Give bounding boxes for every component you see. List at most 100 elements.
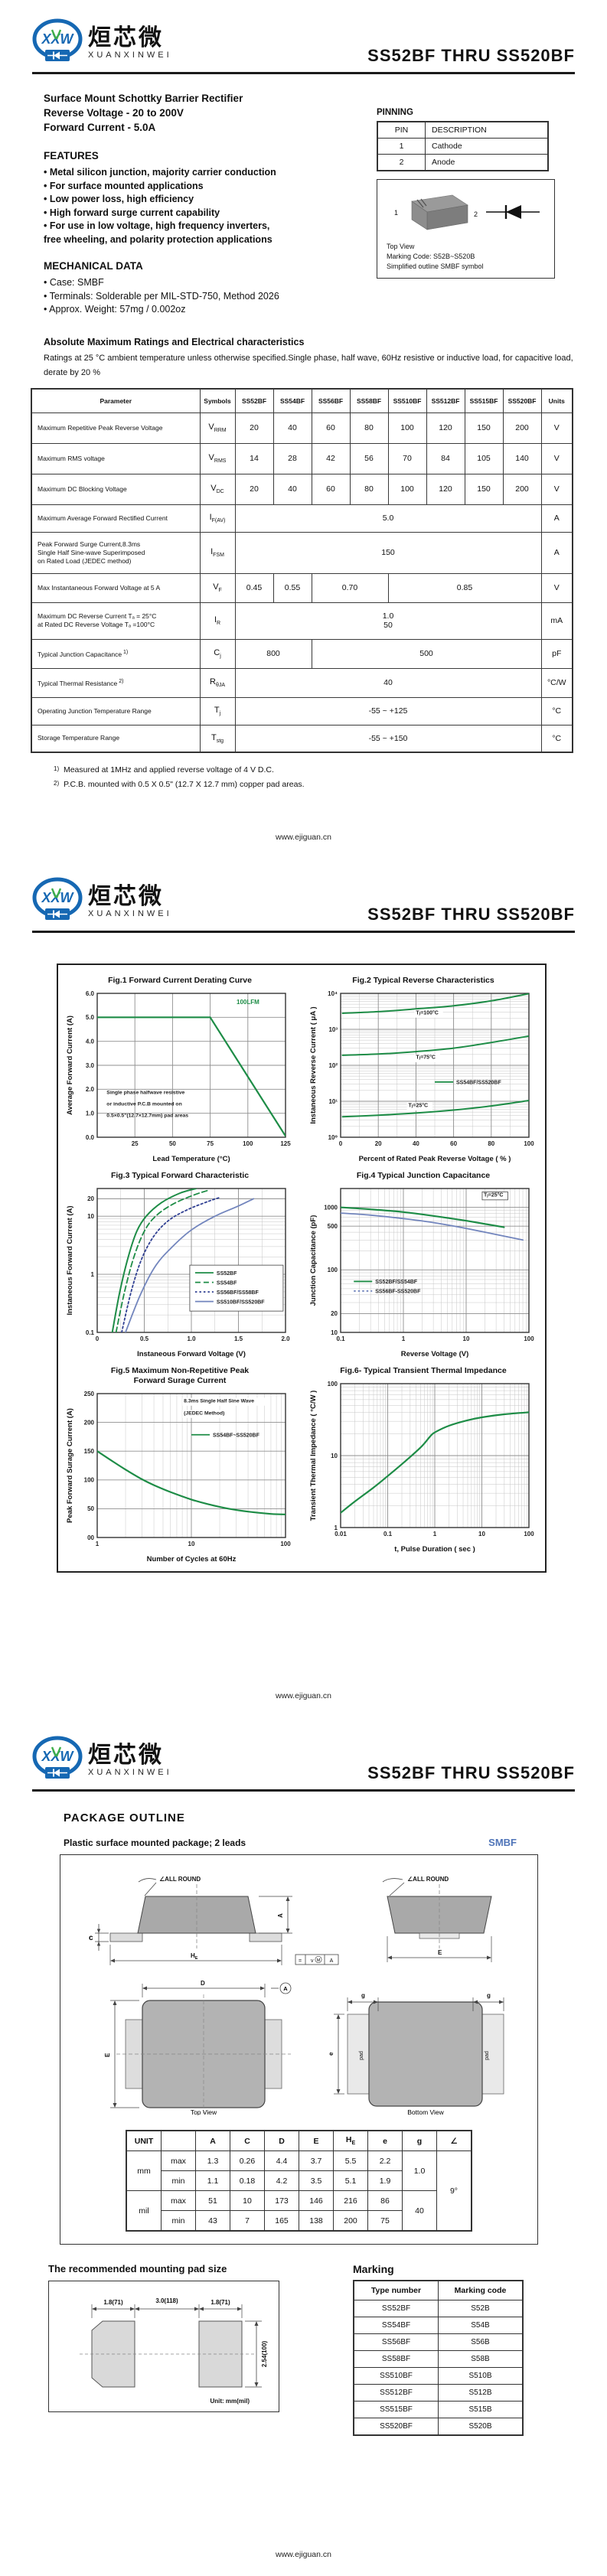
- svg-text:SS56BF/SS58BF: SS56BF/SS58BF: [217, 1290, 259, 1296]
- value-cell: 70: [387, 442, 427, 474]
- marking-row: SS58BF S58B: [353, 2350, 524, 2368]
- svg-text:100: 100: [328, 1267, 338, 1273]
- footer-website: www.ejiguan.cn: [276, 2550, 331, 2559]
- type-number-cell: SS520BF: [353, 2418, 439, 2436]
- dim-col-header: e: [367, 2130, 403, 2151]
- svg-text:80: 80: [488, 1140, 494, 1147]
- parameter-cell: Peak Forward Surge Current,8.3ms Single H…: [31, 531, 201, 574]
- unit-cell: V: [540, 442, 573, 474]
- feature-item: • For use in low voltage, high frequency…: [44, 220, 270, 231]
- svg-text:60: 60: [450, 1140, 457, 1147]
- symbol-cell: IR: [199, 602, 236, 640]
- dim-col-header: ∠: [436, 2130, 472, 2151]
- svg-text:A: A: [277, 1913, 284, 1918]
- doc-title: SS52BF THRU SS520BF: [367, 905, 575, 924]
- page-header: XXW 烜芯微 XUANXINWEI SS52BF THRU SS520BF: [0, 859, 607, 933]
- svg-text:3.0: 3.0: [86, 1062, 95, 1069]
- symbol-cell: VDC: [199, 473, 236, 505]
- package-subtitle: Plastic surface mounted package; 2 leads: [64, 1837, 246, 1848]
- svg-text:250: 250: [84, 1391, 95, 1397]
- mounting-pad-box: 1.8(71) 3.0(118) 1.8(71) 2.54(100) Unit:…: [48, 2281, 279, 2412]
- marking-col-header: Type number: [353, 2280, 439, 2300]
- marking-table: Type number Marking code SS52BF S52B SS54BF S…: [353, 2280, 524, 2436]
- svg-text:1: 1: [96, 1541, 100, 1547]
- pinning-col-header: DESCRIPTION: [425, 121, 549, 139]
- svg-text:0: 0: [96, 1335, 100, 1342]
- dim-cell: 75: [367, 2210, 403, 2232]
- right-column: PINNING PIN DESCRIPTION 1 Cathode 2 Anod: [377, 91, 555, 317]
- feature-item: • Low power loss, high efficiency: [44, 194, 194, 204]
- svg-text:1: 1: [335, 1524, 338, 1531]
- marking-row: SS512BF S512B: [353, 2384, 524, 2402]
- ratings-heading: Absolute Maximum Ratings and Electrical …: [44, 336, 305, 347]
- symbol-cell: VF: [199, 572, 236, 603]
- symbol-cell: IFSM: [199, 531, 236, 574]
- svg-text:Peak Forward Surage Current (A: Peak Forward Surage Current (A): [66, 1408, 74, 1523]
- dim-row: mm max 1.3 0.26 4.4 3.7 5.5 2.2 1.0 9°: [126, 2150, 472, 2232]
- dim-cell: 43: [195, 2210, 230, 2232]
- figure-1-derating-curve: Fig.1 Forward Current Derating Curve 25 50…: [58, 968, 302, 1163]
- value-cell: 0.45: [234, 572, 274, 603]
- ratings-col-header: Units: [540, 388, 573, 413]
- dim-col-header: [161, 2130, 196, 2151]
- svg-text:SS56BF-SS520BF: SS56BF-SS520BF: [375, 1290, 421, 1295]
- svg-text:Transient Thermal Impedance (: Transient Thermal Impedance ( °C/W ): [309, 1391, 318, 1521]
- svg-text:A: A: [329, 1958, 333, 1964]
- marking-code-cell: S58B: [438, 2350, 524, 2368]
- pin-description: Anode: [425, 154, 549, 171]
- value-cell: 150: [234, 531, 542, 574]
- svg-text:1.8(71): 1.8(71): [210, 2299, 230, 2306]
- svg-text:HE: HE: [191, 1952, 198, 1961]
- brand-name-en: XUANXINWEI: [88, 909, 172, 918]
- svg-text:10³: 10³: [328, 1026, 338, 1033]
- marking-code-cell: S52B: [438, 2300, 524, 2317]
- svg-text:25: 25: [132, 1140, 139, 1147]
- type-number-cell: SS510BF: [353, 2367, 439, 2385]
- svg-text:6.0: 6.0: [86, 990, 95, 997]
- package-name: SMBF: [488, 1837, 517, 1848]
- dimension-table: UNIT A C D E HE e g ∠ mm max 1.3 0.26 4.4 3.7 5.5 2.2 1.0…: [126, 2130, 472, 2232]
- svg-text:1.0: 1.0: [86, 1110, 95, 1117]
- svg-text:XXW: XXW: [41, 1749, 74, 1764]
- marking-code-cell: S56B: [438, 2333, 524, 2351]
- dim-cell: 146: [299, 2190, 334, 2211]
- svg-text:1: 1: [402, 1335, 406, 1342]
- dim-cell: 216: [333, 2190, 368, 2211]
- symbol-cell: Tj: [199, 696, 236, 726]
- marking-code-cell: S510B: [438, 2367, 524, 2385]
- parameter-cell: Maximum DC Reverse Current Tₐ = 25°C at R…: [31, 602, 201, 640]
- svg-text:SS510BF/SS520BF: SS510BF/SS520BF: [217, 1299, 265, 1305]
- ratings-row: Maximum Repetitive Peak Reverse Voltage V…: [31, 412, 573, 444]
- sheet-1: XXW 烜芯微 XUANXINWEI SS52BF THRU SS520BF: [0, 0, 607, 859]
- dim-cell: max: [161, 2190, 196, 2211]
- svg-text:Number of Cycles at 60Hz: Number of Cycles at 60Hz: [147, 1555, 237, 1564]
- parameter-cell: Storage Temperature Range: [31, 724, 201, 753]
- svg-text:150: 150: [84, 1448, 95, 1455]
- ratings-condition: Ratings at 25 °C ambient temperature unl…: [44, 353, 573, 377]
- value-cell: 20: [234, 412, 274, 444]
- features-heading: FEATURES: [44, 150, 99, 161]
- ratings-row: Maximum DC Blocking Voltage VDC 20 40 60 80 10…: [31, 473, 573, 505]
- svg-text:SS54BF/SS520BF: SS54BF/SS520BF: [456, 1080, 501, 1085]
- svg-text:10: 10: [331, 1453, 338, 1459]
- figures-panel: Fig.1 Forward Current Derating Curve 25 50…: [57, 964, 547, 1573]
- dim-col-header: g: [402, 2130, 437, 2151]
- value-cell: -55 ~ +125: [234, 696, 542, 726]
- svg-text:1: 1: [433, 1531, 437, 1537]
- figure-chart: 0 0.5 1.0 1.5 2.0 0.1 1 10 20 Instaneous Forward …: [66, 1188, 290, 1358]
- type-number-cell: SS515BF: [353, 2401, 439, 2418]
- marking-row: SS510BF S510B: [353, 2367, 524, 2385]
- figure-title: Fig.4 Typical Junction Capacitance: [356, 1171, 491, 1180]
- feature-item: free wheeling, and polarity protection a…: [44, 233, 272, 245]
- ratings-row: Maximum DC Reverse Current Tₐ = 25°C at R…: [31, 602, 573, 640]
- svg-text:10: 10: [87, 1213, 94, 1220]
- unit-cell: pF: [540, 638, 573, 669]
- svg-text:100: 100: [243, 1140, 253, 1147]
- svg-text:Bottom View: Bottom View: [407, 2108, 444, 2115]
- dim-cell: 7: [230, 2210, 265, 2232]
- marking-row: SS520BF S520B: [353, 2418, 524, 2436]
- page-header: XXW 烜芯微 XUANXINWEI SS52BF THRU SS520BF: [0, 0, 607, 74]
- figure-chart: 1 10 100 00 50 100 150 200 250 Number of Cycles a…: [66, 1391, 291, 1564]
- svg-text:Single phase halfwave resistiv: Single phase halfwave resistive: [106, 1091, 184, 1096]
- feature-item: • For surface mounted applications: [44, 180, 204, 191]
